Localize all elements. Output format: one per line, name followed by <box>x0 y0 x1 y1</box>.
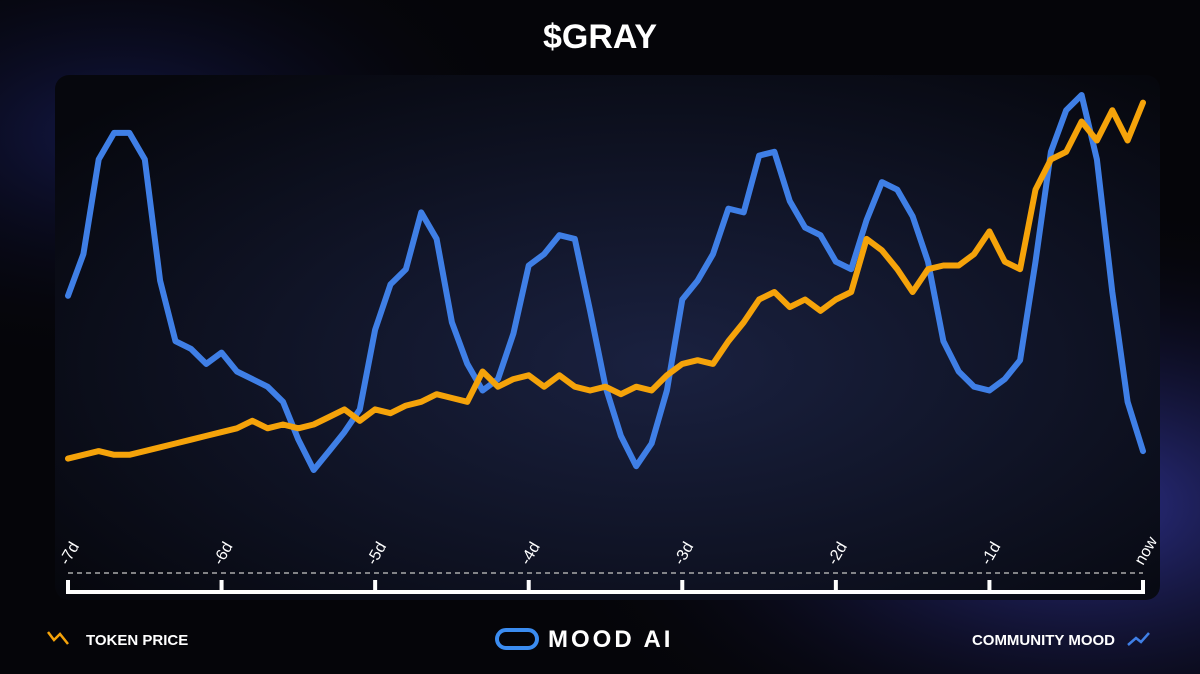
series-line <box>65 99 1146 462</box>
logo-icon <box>495 628 539 650</box>
legend-icon <box>1127 632 1150 646</box>
brand-name: MOOD AI <box>548 626 673 653</box>
chart-panel <box>55 75 1160 600</box>
legend-label: COMMUNITY MOOD <box>972 632 1115 649</box>
legend-icon <box>47 631 69 645</box>
brand-logo: MOOD AI <box>495 626 673 653</box>
legend-label: TOKEN PRICE <box>86 632 188 649</box>
chart-title: $GRAY <box>543 18 657 56</box>
